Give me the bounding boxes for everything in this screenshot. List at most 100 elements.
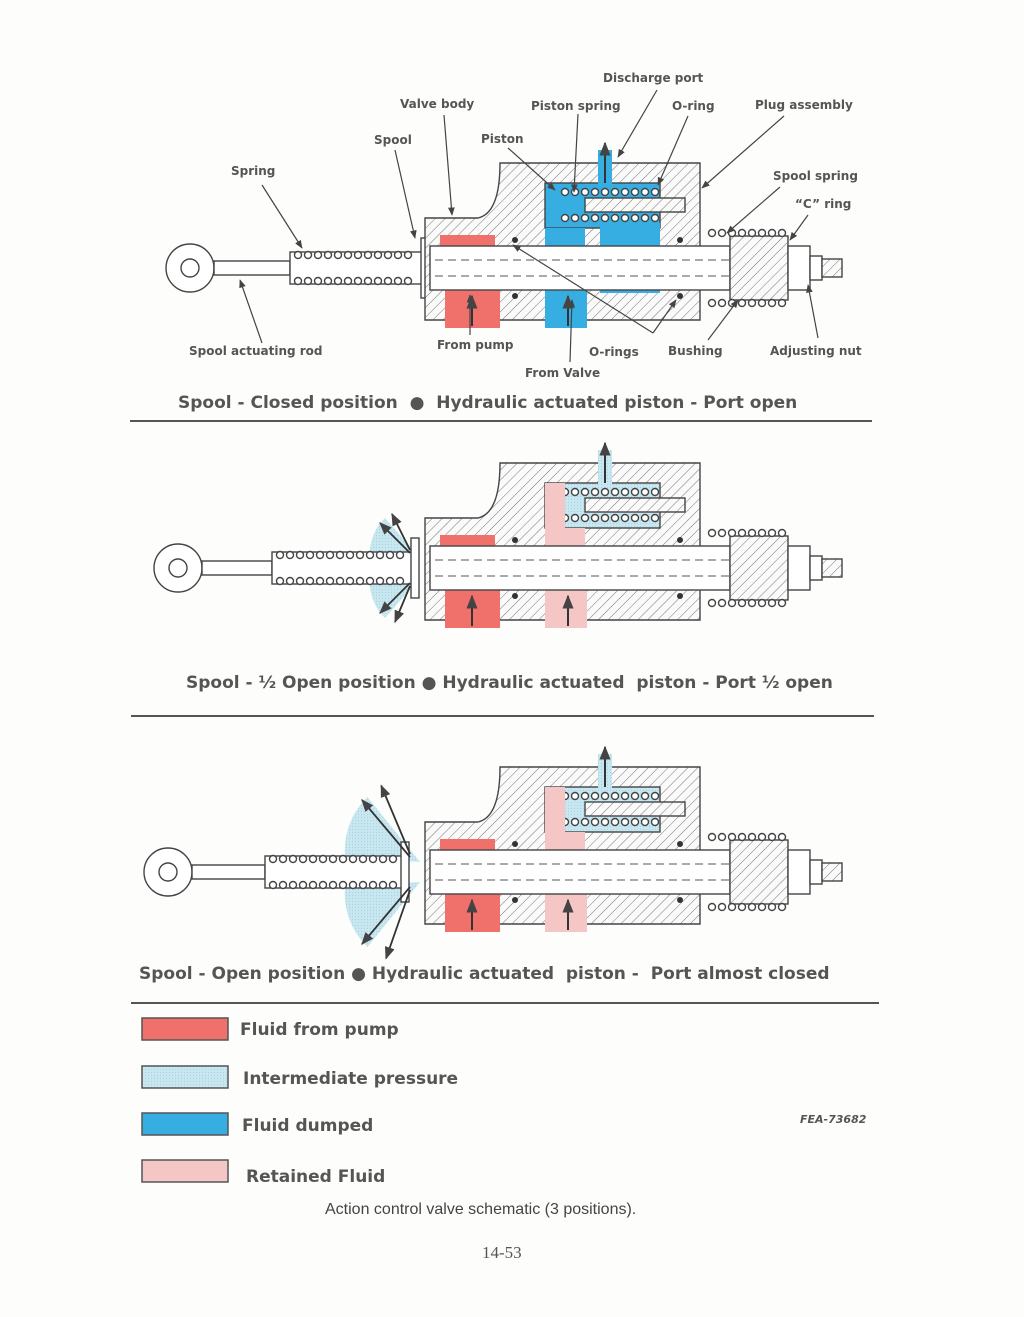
piston-spring-coil [580, 187, 590, 197]
stud [809, 555, 823, 581]
figure-caption: Action control valve schematic (3 positi… [325, 1201, 636, 1218]
piston-spring-coil [610, 187, 620, 197]
page-number: 14-53 [482, 1243, 522, 1262]
valve-fluid-upper [545, 228, 585, 248]
pump-fluid-upper [440, 235, 495, 247]
caption-closed-position: Spool - Closed position ● Hydraulic actu… [178, 393, 797, 413]
spray-arrow [384, 889, 411, 960]
valve-open-position [143, 745, 843, 960]
spool-spring-coil [717, 298, 727, 308]
legend-swatch-retained-fluid [141, 1159, 229, 1183]
spool [429, 245, 731, 291]
spring-coil [373, 276, 383, 286]
spool-spring-coil [777, 902, 787, 912]
label-piston: Piston [481, 132, 524, 146]
spool-flange [410, 537, 420, 599]
spring-coil [333, 276, 343, 286]
spool-spring-coil [767, 528, 777, 538]
spool-spring-coil [707, 298, 717, 308]
spring-coil [275, 550, 285, 560]
piston-spring-coil [600, 817, 610, 827]
label-c-ring: “C” ring [795, 197, 851, 211]
spool-spring-coil [747, 902, 757, 912]
spool-spring-coil [747, 528, 757, 538]
label-piston-spring: Piston spring [531, 99, 621, 113]
spool-spring-coil [747, 832, 757, 842]
actuating-rod [201, 560, 273, 576]
piston-spring-coil [590, 513, 600, 523]
legend: Fluid from pump Intermediate pressure Fl… [141, 1017, 458, 1187]
o-ring [677, 593, 683, 599]
piston-spring-coil [590, 791, 600, 801]
spring-coil [298, 854, 308, 864]
pump-fluid-upper [440, 839, 495, 851]
legend-label: Fluid dumped [242, 1116, 373, 1136]
spray-arrow [379, 522, 411, 554]
piston-spring-coil [590, 213, 600, 223]
legend-label: Retained Fluid [246, 1167, 385, 1187]
o-ring [677, 293, 683, 299]
spring-coil [303, 250, 313, 260]
spool-spring-coil [777, 528, 787, 538]
threaded-end [821, 558, 843, 578]
piston-spring-coil [580, 213, 590, 223]
piston-spring-coil [610, 213, 620, 223]
piston-spring-coil [580, 513, 590, 523]
spool-spring-coil [727, 902, 737, 912]
retained-fluid [545, 787, 565, 852]
spring-coil [368, 854, 378, 864]
spring-coil [325, 550, 335, 560]
piston-spring-coil [650, 791, 660, 801]
spring-coil [288, 854, 298, 864]
spring-coil [373, 250, 383, 260]
spool-spring-coil [767, 228, 777, 238]
o-ring [512, 537, 518, 543]
spring-coil [328, 854, 338, 864]
piston-spring-coil [610, 791, 620, 801]
spring-coil [305, 550, 315, 560]
spring-coil [343, 276, 353, 286]
piston-spring-coil [650, 817, 660, 827]
spring-coil [285, 576, 295, 586]
spool-spring-coil [747, 598, 757, 608]
spring-coil [353, 250, 363, 260]
spool-spring-coil [707, 528, 717, 538]
adjusting-nut [787, 545, 811, 591]
figure-code: FEA-73682 [800, 1113, 867, 1126]
spool-spring-coil [737, 228, 747, 238]
spool-spring-coil [717, 228, 727, 238]
spring-coil [295, 550, 305, 560]
piston-spring-coil [600, 187, 610, 197]
spring-coil [315, 550, 325, 560]
spray-arrow [394, 585, 411, 624]
spring-coil [308, 880, 318, 890]
spool-spring-coil [757, 298, 767, 308]
spool-spring-coil [757, 832, 767, 842]
spring-coil [338, 880, 348, 890]
actuating-rod [213, 260, 291, 276]
legend-swatch-intermediate-pressure [141, 1065, 229, 1089]
piston-spring-coil [560, 213, 570, 223]
spring-coil [358, 880, 368, 890]
stud [809, 255, 823, 281]
spool-spring-coil [767, 298, 777, 308]
spring-coil [375, 576, 385, 586]
spring-coil [403, 250, 413, 260]
pump-fluid-upper [440, 535, 495, 547]
actuating-rod [191, 864, 266, 880]
piston-spring-coil [620, 513, 630, 523]
label-discharge-port: Discharge port [603, 71, 704, 85]
spring-coil [365, 550, 375, 560]
spring-coil [345, 576, 355, 586]
piston-spring-coil [610, 817, 620, 827]
piston-spring-coil [640, 213, 650, 223]
spool-spring-coil [767, 598, 777, 608]
spray-arrow [379, 582, 411, 614]
o-ring [512, 593, 518, 599]
spring-coil [388, 880, 398, 890]
spool-spring-coil [717, 528, 727, 538]
spring-coil [355, 550, 365, 560]
piston-spring-coil [610, 513, 620, 523]
spring-coil [268, 854, 278, 864]
spring-coil [363, 276, 373, 286]
